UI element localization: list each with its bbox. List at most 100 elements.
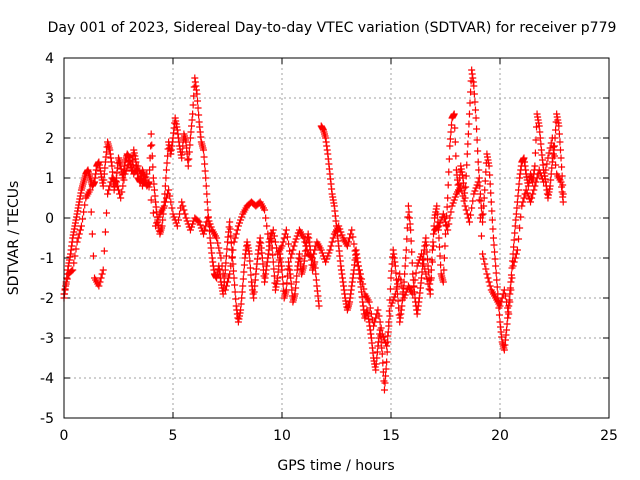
data-point-p779 [150, 186, 158, 194]
data-point-p779 [535, 119, 543, 127]
data-point-p779-b [120, 176, 128, 184]
data-point-p779 [423, 248, 431, 256]
y-tick-labels: 4 3 2 1 0 -1 -2 -3 -4 -5 [40, 51, 54, 427]
data-point-p779-b [323, 255, 331, 263]
data-point-p779 [475, 174, 483, 182]
data-point-p779-b [111, 177, 119, 185]
data-point-p779-b [283, 233, 291, 241]
data-point-p779-b [269, 226, 277, 234]
data-point-p779 [500, 344, 508, 352]
data-point-p779 [498, 333, 506, 341]
data-point-p779-b [238, 213, 246, 221]
data-point-p779 [240, 261, 248, 269]
data-point-p779 [369, 349, 377, 357]
data-point-p779 [386, 285, 394, 293]
data-point-p779-b [122, 167, 130, 175]
data-point-p779-b [396, 270, 404, 278]
data-point-p779 [282, 288, 290, 296]
data-point-p779 [99, 179, 107, 187]
data-point-p779 [247, 271, 255, 279]
data-point-p779 [472, 114, 480, 122]
data-point-p779 [445, 155, 453, 163]
data-point-p779-b [68, 267, 76, 275]
data-point-p779 [70, 225, 78, 233]
data-point-p779-b [505, 310, 513, 318]
data-point-p779 [338, 274, 346, 282]
data-point-p779 [185, 155, 193, 163]
data-point-p779-b [290, 242, 298, 250]
data-point-p779 [286, 270, 294, 278]
data-point-p779-b [178, 198, 186, 206]
data-point-p779-b [460, 197, 468, 205]
data-point-p779 [279, 280, 287, 288]
data-point-p779-b [482, 265, 490, 273]
data-point-p779 [512, 216, 520, 224]
data-point-p779-b [234, 222, 242, 230]
data-point-p779-b [75, 230, 83, 238]
data-point-p779 [382, 372, 390, 380]
data-point-p779 [473, 136, 481, 144]
data-point-p779 [332, 217, 340, 225]
data-point-p779-b [421, 265, 429, 273]
data-point-p779-b [183, 217, 191, 225]
data-point-p779-b [459, 192, 467, 200]
data-point-p779 [403, 224, 411, 232]
data-point-p779 [556, 146, 564, 154]
data-point-p779 [177, 151, 185, 159]
data-point-p779-b [380, 336, 388, 344]
data-point-p779-b [121, 170, 129, 178]
data-point-p779 [182, 136, 190, 144]
data-point-p779 [367, 330, 375, 338]
data-point-p779 [408, 259, 416, 267]
data-point-p779 [195, 111, 203, 119]
data-point-p779-b [444, 226, 452, 234]
data-point-p779 [380, 386, 388, 394]
data-point-p779 [291, 292, 299, 300]
data-point-p779-b [520, 194, 528, 202]
data-point-p779 [194, 104, 202, 112]
data-point-p779-b [350, 240, 358, 248]
data-point-p779-b [105, 186, 113, 194]
data-point-p779-b [118, 188, 126, 196]
data-point-p779-b [336, 225, 344, 233]
data-point-p779 [151, 192, 159, 200]
data-point-p779 [533, 123, 541, 131]
data-point-p779 [299, 264, 307, 272]
data-point-p779-b [233, 226, 241, 234]
data-point-p779 [194, 97, 202, 105]
data-point-p779 [116, 160, 124, 168]
data-point-p779-b [468, 204, 476, 212]
data-point-p779 [554, 119, 562, 127]
data-point-p779 [490, 241, 498, 249]
data-point-p779-b [364, 296, 372, 304]
data-point-p779-b [412, 269, 420, 277]
data-point-p779 [184, 162, 192, 170]
data-point-p779-b [337, 228, 345, 236]
data-point-p779 [292, 278, 300, 286]
data-point-p779 [250, 288, 258, 296]
data-point-p779-b [387, 302, 395, 310]
data-point-p779-b [386, 312, 394, 320]
data-point-p779 [469, 78, 477, 86]
data-point-p779 [147, 130, 155, 138]
data-point-p779-b [76, 226, 84, 234]
data-point-p779-b [423, 275, 431, 283]
data-point-p779 [239, 275, 247, 283]
data-point-p779 [402, 246, 410, 254]
data-point-p779-b [483, 270, 491, 278]
data-point-p779-b [522, 186, 530, 194]
data-point-p779 [293, 272, 301, 280]
data-point-p779-b [288, 250, 296, 258]
data-point-p779-b [533, 174, 541, 182]
data-point-p779-b [303, 246, 311, 254]
data-point-p779 [471, 106, 479, 114]
data-point-p779 [430, 230, 438, 238]
data-point-p779 [546, 185, 554, 193]
data-point-p779 [443, 203, 451, 211]
data-point-p779-b [232, 230, 240, 238]
data-point-p779-b [221, 286, 229, 294]
data-point-p779-b [218, 262, 226, 270]
data-point-p779 [312, 270, 320, 278]
data-point-p779-b [227, 262, 235, 270]
data-point-p779 [231, 281, 239, 289]
